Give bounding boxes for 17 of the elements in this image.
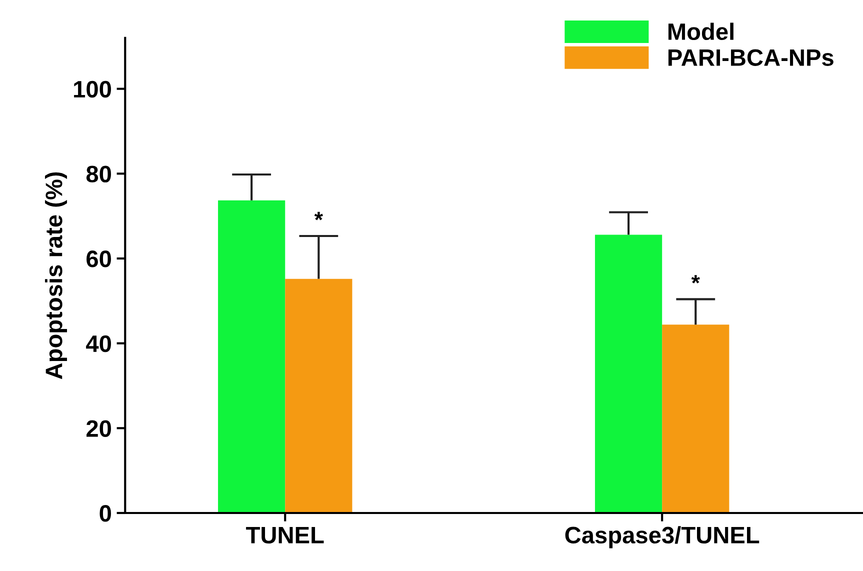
y-tick-label: 40 bbox=[86, 335, 111, 352]
annotation: * bbox=[691, 275, 700, 284]
y-tick-label: 60 bbox=[86, 250, 111, 268]
x-tick-label: Caspase3/TUNEL bbox=[565, 526, 760, 548]
y-tick-label: 100 bbox=[74, 80, 111, 98]
y-tick-label: 80 bbox=[86, 166, 111, 182]
bar bbox=[285, 278, 352, 513]
bar bbox=[662, 324, 730, 513]
annotation: * bbox=[314, 212, 323, 220]
y-axis-title: Apoptosis rate (%) bbox=[44, 172, 67, 380]
legend-label: PARI-BCA-NPs bbox=[668, 49, 834, 66]
bar bbox=[594, 234, 662, 513]
x-tick-label: TUNEL bbox=[246, 527, 324, 544]
legend-label: Model bbox=[668, 22, 734, 40]
y-tick-label: 20 bbox=[86, 420, 111, 437]
y-tick-label: 0 bbox=[100, 505, 111, 522]
bar bbox=[218, 200, 286, 513]
